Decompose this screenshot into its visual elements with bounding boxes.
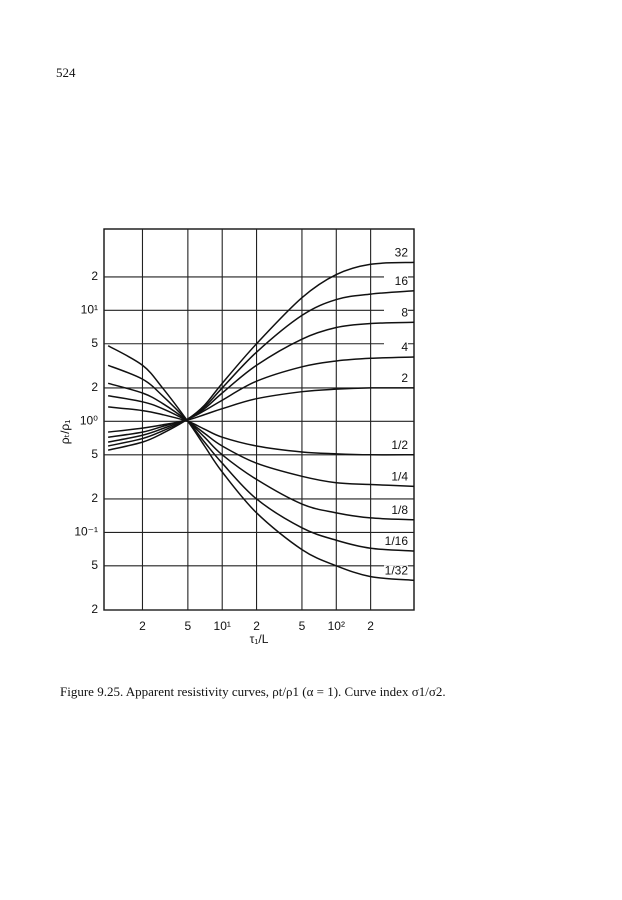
curve bbox=[107, 261, 415, 451]
curve-label: 1/16 bbox=[385, 534, 409, 548]
y-tick-label: 5 bbox=[91, 336, 98, 350]
curve-label-bg bbox=[384, 372, 408, 385]
y-tick-label: 2 bbox=[91, 380, 98, 394]
curve-label: 16 bbox=[395, 274, 409, 288]
curve-label-bg bbox=[384, 307, 408, 320]
curve-label: 1/8 bbox=[391, 503, 408, 517]
curve-label-bg bbox=[384, 471, 408, 484]
x-tick-label: 2 bbox=[139, 619, 146, 633]
y-tick-label: 2 bbox=[91, 491, 98, 505]
x-tick-label: 5 bbox=[299, 619, 306, 633]
curve-label-bg bbox=[384, 535, 408, 548]
curve bbox=[107, 321, 415, 443]
curve bbox=[108, 356, 415, 438]
y-tick-label: 10¹ bbox=[81, 302, 98, 316]
y-tick-label: 2 bbox=[91, 269, 98, 283]
caption: Figure 9.25. Apparent resistivity curves… bbox=[60, 684, 446, 699]
curve-label-bg bbox=[384, 565, 408, 578]
curve bbox=[107, 290, 415, 447]
y-tick-label: 2 bbox=[91, 602, 98, 616]
curve bbox=[108, 387, 415, 433]
x-tick-label: 2 bbox=[367, 619, 374, 633]
x-axis-label: τ₁/L bbox=[250, 632, 269, 646]
curve bbox=[108, 395, 415, 488]
plot-frame bbox=[103, 228, 415, 611]
curve-label: 1/32 bbox=[385, 564, 409, 578]
curve-label-bg bbox=[384, 247, 408, 260]
curve bbox=[107, 364, 415, 552]
y-tick-label: 5 bbox=[91, 558, 98, 572]
page-number: 524 bbox=[56, 65, 76, 80]
curve-label: 1/4 bbox=[391, 469, 408, 483]
y-axis-label: ρₜ/ρ₁ bbox=[58, 420, 72, 445]
curve-label: 1/2 bbox=[391, 438, 408, 452]
curve-label: 32 bbox=[395, 246, 409, 260]
curve-label-bg bbox=[384, 439, 408, 452]
curve-label-bg bbox=[384, 341, 408, 354]
y-tick-label: 5 bbox=[91, 447, 98, 461]
curve bbox=[107, 382, 415, 521]
y-tick-label: 10⁻¹ bbox=[74, 525, 98, 539]
curve-label: 4 bbox=[401, 340, 408, 354]
x-tick-label: 10¹ bbox=[214, 619, 231, 633]
curve bbox=[107, 345, 415, 582]
curve-label: 8 bbox=[401, 305, 408, 319]
curve-label-bg bbox=[384, 275, 408, 288]
x-tick-label: 2 bbox=[253, 619, 260, 633]
y-tick-label: 10⁰ bbox=[80, 414, 98, 428]
x-tick-label: 10² bbox=[328, 619, 345, 633]
curve-label: 2 bbox=[401, 371, 408, 385]
curve bbox=[108, 406, 415, 456]
x-tick-label: 5 bbox=[185, 619, 192, 633]
curve-label-bg bbox=[384, 504, 408, 517]
